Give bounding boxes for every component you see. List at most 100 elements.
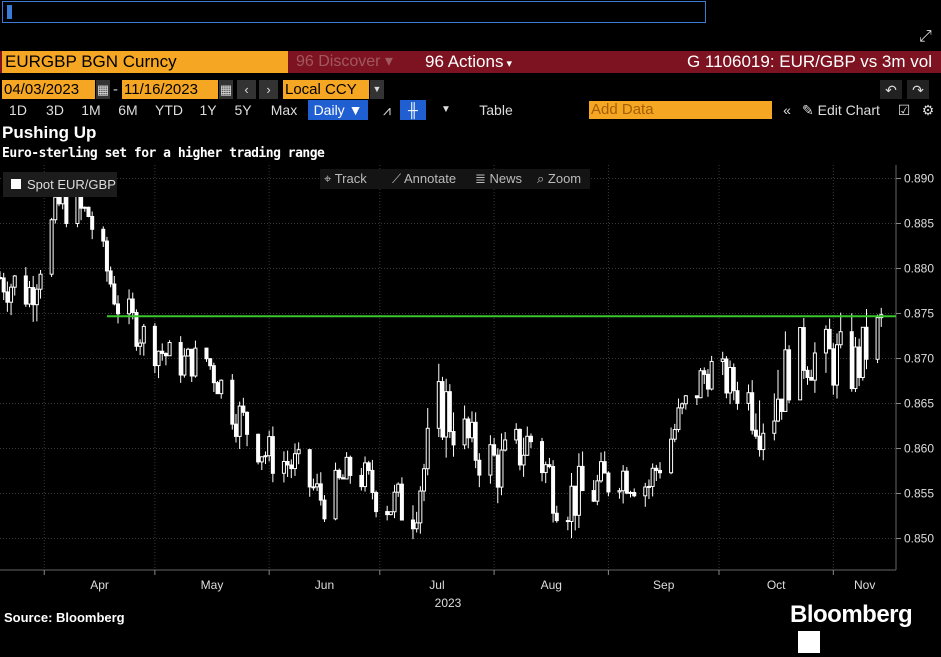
cursor-indicator bbox=[7, 5, 12, 19]
calendar-icon[interactable]: ▦ bbox=[219, 80, 233, 99]
candle-body bbox=[628, 491, 633, 494]
candle-body bbox=[0, 277, 2, 279]
bloomberg-logo: Bloomberg bbox=[790, 601, 941, 657]
chart-subtitle: Euro-sterling set for a higher trading r… bbox=[2, 146, 325, 161]
news-tool[interactable]: ≣ News bbox=[475, 169, 522, 189]
chevron-down-icon[interactable]: ▼ bbox=[441, 104, 451, 115]
brand-label: Bloomberg bbox=[790, 601, 913, 628]
currency-select[interactable]: Local CCY bbox=[283, 80, 369, 99]
add-data-input[interactable]: Add Data bbox=[589, 101, 772, 119]
gear-icon[interactable]: ⚙ bbox=[921, 102, 935, 118]
start-date-input[interactable]: 04/03/2023 bbox=[2, 80, 95, 99]
zoom-tool[interactable]: ⌕ Zoom bbox=[537, 169, 581, 189]
candle-body bbox=[311, 486, 316, 489]
period-1d[interactable]: 1D bbox=[9, 102, 27, 118]
x-tick-label: Oct bbox=[767, 578, 786, 592]
candle-body bbox=[746, 392, 751, 404]
frequency-select[interactable]: Daily ▼ bbox=[308, 100, 368, 120]
period-1y[interactable]: 1Y bbox=[199, 102, 217, 118]
candle-body bbox=[399, 483, 404, 521]
actions-icon: 96 bbox=[425, 52, 448, 71]
candle-body bbox=[318, 483, 323, 501]
period-max[interactable]: Max bbox=[270, 102, 298, 118]
candle-body bbox=[359, 474, 364, 488]
command-line-input[interactable] bbox=[2, 1, 706, 23]
track-tool[interactable]: ⌖ Track bbox=[324, 169, 367, 189]
candle-body bbox=[547, 464, 552, 468]
pencil-icon: ⟋ bbox=[392, 171, 404, 186]
candle-body bbox=[875, 317, 880, 360]
candle-body bbox=[9, 286, 14, 303]
candle-body bbox=[477, 459, 482, 476]
discover-menu[interactable]: 96 Discover ▾ bbox=[293, 51, 415, 73]
candle-body bbox=[27, 287, 32, 305]
candlestick-icon[interactable]: ╫ bbox=[400, 100, 426, 120]
collapse-icon[interactable]: « bbox=[783, 102, 791, 118]
y-tick-label: 0.860 bbox=[904, 442, 934, 456]
candle-body bbox=[654, 467, 659, 471]
x-tick-label: Nov bbox=[854, 578, 875, 592]
candle-body bbox=[388, 511, 393, 516]
period-1m[interactable]: 1M bbox=[81, 102, 101, 118]
candle-body bbox=[241, 405, 246, 413]
candle-body bbox=[658, 469, 663, 474]
candle-body bbox=[130, 298, 135, 313]
candle-body bbox=[569, 485, 574, 522]
edit-icon[interactable]: ☑ bbox=[897, 102, 911, 118]
legend-swatch bbox=[11, 179, 21, 189]
candle-body bbox=[1, 277, 6, 293]
candle-body bbox=[211, 365, 216, 384]
chart-legend[interactable]: Spot EUR/GBP bbox=[3, 172, 117, 197]
candle-body bbox=[34, 288, 39, 306]
candle-body bbox=[134, 311, 139, 347]
x-tick-label: May bbox=[201, 578, 224, 592]
table-button[interactable]: Table bbox=[479, 102, 513, 118]
expand-icon[interactable]: ⤢ bbox=[919, 28, 932, 45]
candle-body bbox=[543, 464, 548, 474]
candle-body bbox=[38, 273, 43, 290]
chevron-down-icon[interactable]: ▼ bbox=[370, 80, 384, 99]
candle-body bbox=[757, 435, 762, 451]
period-ytd[interactable]: YTD bbox=[155, 102, 183, 118]
candle-body bbox=[204, 347, 209, 360]
candle-body bbox=[776, 398, 781, 422]
candle-body bbox=[104, 240, 109, 272]
annotate-tool[interactable]: ⟋ Annotate bbox=[392, 169, 456, 189]
candle-body bbox=[499, 449, 504, 488]
calendar-icon[interactable]: ▦ bbox=[96, 80, 110, 99]
y-tick-label: 0.865 bbox=[904, 397, 934, 411]
period-6m[interactable]: 6M bbox=[118, 102, 138, 118]
candle-body bbox=[425, 427, 430, 470]
candle-body bbox=[82, 206, 87, 209]
zoom-label: Zoom bbox=[547, 171, 582, 186]
redo-icon[interactable]: ↷ bbox=[907, 80, 929, 99]
next-period-button[interactable]: › bbox=[259, 80, 278, 99]
candle-body bbox=[219, 379, 224, 395]
candle-body bbox=[580, 465, 585, 492]
candle-body bbox=[646, 485, 651, 488]
candle-body bbox=[517, 428, 522, 466]
x-tick-label: Aug bbox=[541, 578, 562, 592]
actions-menu[interactable]: 96 Actions ▾ bbox=[421, 51, 534, 73]
candle-body bbox=[801, 327, 806, 371]
edit-chart-button[interactable]: ✎ Edit Chart bbox=[802, 100, 888, 120]
candle-body bbox=[256, 433, 261, 463]
period-3d[interactable]: 3D bbox=[46, 102, 64, 118]
security-ticker[interactable]: EURGBP BGN Curncy bbox=[2, 51, 288, 73]
line-chart-icon[interactable]: ⩘ bbox=[383, 102, 391, 118]
actions-label: Actions bbox=[447, 52, 504, 71]
candle-body bbox=[385, 511, 390, 516]
candle-body bbox=[56, 196, 61, 205]
end-date-input[interactable]: 11/16/2023 bbox=[122, 80, 218, 99]
period-5y[interactable]: 5Y bbox=[234, 102, 252, 118]
candle-body bbox=[374, 492, 379, 513]
candle-body bbox=[418, 490, 423, 524]
prev-period-button[interactable]: ‹ bbox=[237, 80, 256, 99]
undo-icon[interactable]: ↶ bbox=[880, 80, 902, 99]
candle-body bbox=[772, 420, 777, 434]
candle-body bbox=[440, 381, 445, 438]
candle-body bbox=[805, 369, 810, 378]
candle-body bbox=[333, 469, 338, 520]
candle-body bbox=[193, 347, 198, 377]
candle-body bbox=[669, 438, 674, 474]
